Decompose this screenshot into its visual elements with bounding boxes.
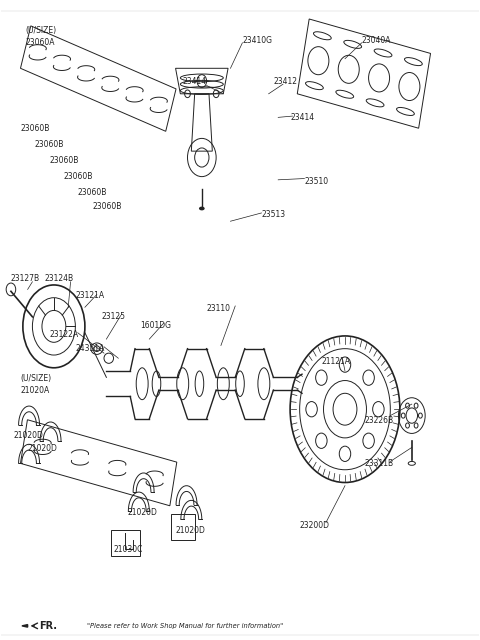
Text: 21020D: 21020D xyxy=(176,526,205,535)
Text: 21020A: 21020A xyxy=(21,385,50,395)
Text: 23060B: 23060B xyxy=(78,188,107,197)
Text: 23412: 23412 xyxy=(274,77,298,86)
Ellipse shape xyxy=(199,207,204,211)
Text: 23510: 23510 xyxy=(304,177,328,186)
Text: "Please refer to Work Shop Manual for further information": "Please refer to Work Shop Manual for fu… xyxy=(87,623,283,629)
Text: 23513: 23513 xyxy=(262,210,286,219)
Text: FR.: FR. xyxy=(39,621,58,631)
Text: 23200D: 23200D xyxy=(300,521,330,530)
Text: (U/SIZE): (U/SIZE) xyxy=(25,26,56,35)
Text: 23414: 23414 xyxy=(183,77,207,86)
Text: 23127B: 23127B xyxy=(11,274,40,283)
Text: 24351A: 24351A xyxy=(75,344,105,353)
Text: 23311B: 23311B xyxy=(364,459,393,468)
Text: 1601DG: 1601DG xyxy=(140,321,171,330)
Polygon shape xyxy=(22,625,28,627)
Text: 23414: 23414 xyxy=(290,113,314,122)
Text: 23110: 23110 xyxy=(206,304,230,313)
Text: 23060A: 23060A xyxy=(25,38,55,47)
Text: 23060B: 23060B xyxy=(21,124,50,133)
Text: 23410G: 23410G xyxy=(242,36,272,45)
Text: 23125: 23125 xyxy=(102,312,126,321)
Text: 21020D: 21020D xyxy=(28,444,58,453)
Text: 23121A: 23121A xyxy=(75,291,105,300)
Text: (U/SIZE): (U/SIZE) xyxy=(21,374,52,383)
Text: 23124B: 23124B xyxy=(44,274,73,283)
Text: 21020D: 21020D xyxy=(13,431,43,440)
Text: 21121A: 21121A xyxy=(321,357,350,366)
Text: 23040A: 23040A xyxy=(362,36,391,45)
Text: 23060B: 23060B xyxy=(35,140,64,149)
Text: 23226B: 23226B xyxy=(364,416,393,425)
Text: 21030C: 21030C xyxy=(114,545,143,554)
Bar xyxy=(111,531,140,556)
Text: 23060B: 23060B xyxy=(49,156,79,165)
Text: 23122A: 23122A xyxy=(49,330,78,339)
Text: 21020D: 21020D xyxy=(128,508,158,517)
Bar xyxy=(171,515,195,540)
Text: 23060B: 23060B xyxy=(92,202,121,211)
Text: 23060B: 23060B xyxy=(63,172,93,181)
